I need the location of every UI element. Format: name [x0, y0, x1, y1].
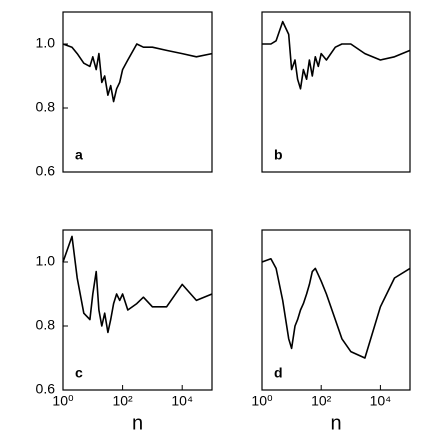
x-tick-label: 10⁰	[52, 393, 74, 409]
x-tick-label: 10²	[311, 393, 332, 409]
panel-label: d	[274, 365, 283, 381]
y-tick-label: 1.0	[36, 253, 56, 269]
x-tick-label: 10⁰	[251, 393, 273, 409]
data-line	[62, 43, 213, 103]
data-line	[262, 20, 411, 90]
panel-label: c	[75, 365, 83, 381]
plot-frame	[261, 11, 411, 173]
y-tick-label: 0.6	[36, 163, 56, 179]
x-axis-label: n	[330, 412, 341, 434]
y-tick-label: 0.8	[36, 317, 56, 333]
data-line	[261, 258, 411, 359]
y-tick-label: 1.0	[36, 35, 56, 51]
x-tick-label: 10⁴	[171, 393, 193, 409]
panel-label: a	[75, 147, 83, 163]
panel-label: b	[274, 147, 283, 163]
plot-frame	[62, 11, 213, 173]
x-axis-label: n	[132, 412, 143, 434]
x-tick-label: 10²	[112, 393, 133, 409]
data-line	[62, 235, 213, 334]
plot-frame	[62, 229, 213, 391]
plot-frame	[261, 229, 411, 391]
y-tick-label: 0.6	[36, 381, 56, 397]
x-tick-label: 10⁴	[370, 393, 392, 409]
y-tick-label: 0.8	[36, 99, 56, 115]
